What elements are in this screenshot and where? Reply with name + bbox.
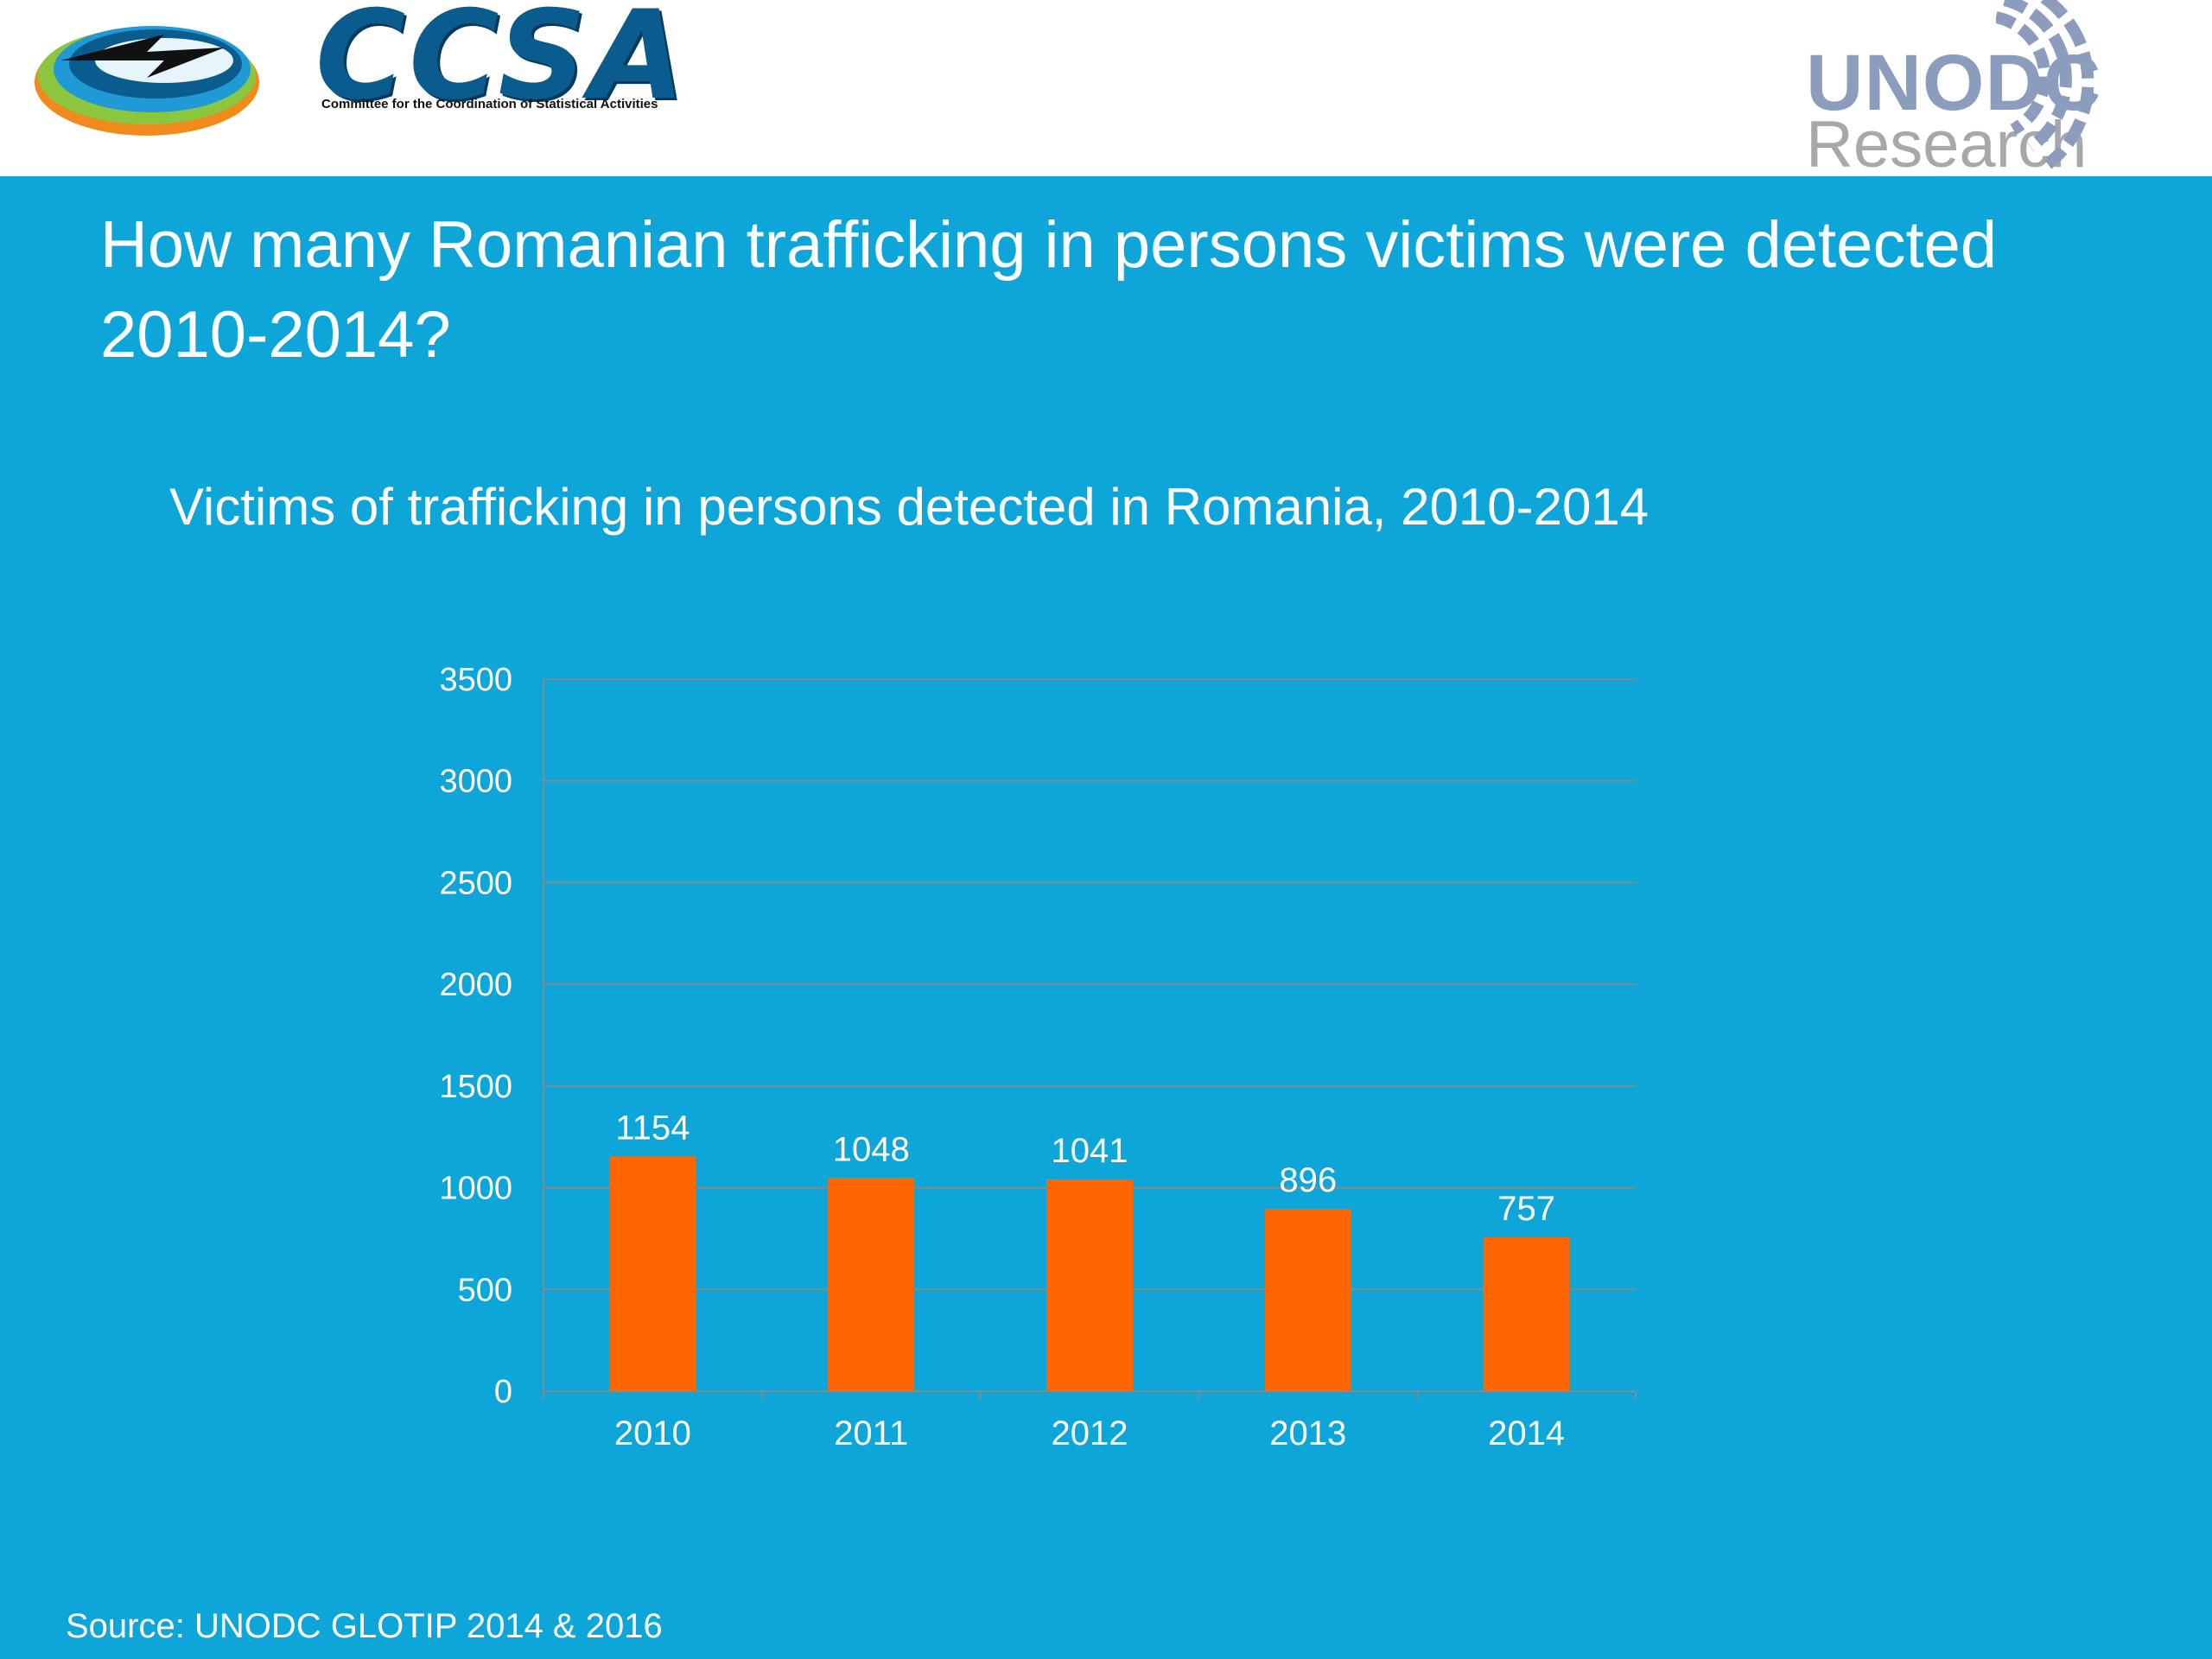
- bar: [828, 1178, 915, 1391]
- chart-title: Victims of trafficking in persons detect…: [169, 478, 1649, 536]
- y-tick-label: 0: [494, 1374, 512, 1410]
- bar: [609, 1156, 696, 1391]
- y-tick-label: 2500: [439, 865, 512, 901]
- header-band: [0, 0, 2212, 176]
- ccsa-tagline: Committee for the Coordination of Statis…: [321, 97, 658, 111]
- ccsa-wordmark: CCSA: [315, 0, 689, 127]
- bar: [1046, 1179, 1133, 1391]
- research-wordmark: Research: [1806, 108, 2088, 181]
- bar: [1483, 1236, 1570, 1391]
- data-label: 1154: [615, 1109, 690, 1147]
- ccsa-logo: CCSA Committee for the Coordination of S…: [26, 0, 734, 147]
- unodc-wordmark: UNODC: [1806, 39, 2102, 127]
- slide-title: How many Romanian trafficking in persons…: [100, 208, 1998, 372]
- unodc-arcs-icon: [1996, 0, 2094, 169]
- data-label: 1048: [833, 1130, 910, 1168]
- y-tick-label: 3000: [439, 764, 512, 800]
- data-label: 896: [1279, 1161, 1337, 1199]
- x-tick-label: 2012: [1052, 1414, 1128, 1452]
- data-label: 1041: [1052, 1132, 1128, 1170]
- y-tick-label: 1500: [439, 1069, 512, 1105]
- unodc-logo: UNODC Research: [1789, 0, 2169, 181]
- y-tick-label: 1000: [439, 1171, 512, 1207]
- x-tick-label: 2011: [834, 1414, 908, 1452]
- content-panel: [0, 176, 2212, 1659]
- y-tick-label: 3500: [439, 662, 512, 698]
- x-tick-label: 2013: [1269, 1414, 1346, 1452]
- y-tick-label: 500: [458, 1272, 512, 1308]
- source-note: Source: UNODC GLOTIP 2014 & 2016: [66, 1607, 663, 1645]
- x-tick-label: 2014: [1488, 1414, 1565, 1452]
- ccsa-swoosh-icon: [35, 26, 259, 136]
- y-tick-label: 2000: [439, 967, 512, 1003]
- data-label: 757: [1497, 1190, 1555, 1228]
- bar: [1264, 1209, 1351, 1391]
- x-tick-label: 2010: [614, 1414, 691, 1452]
